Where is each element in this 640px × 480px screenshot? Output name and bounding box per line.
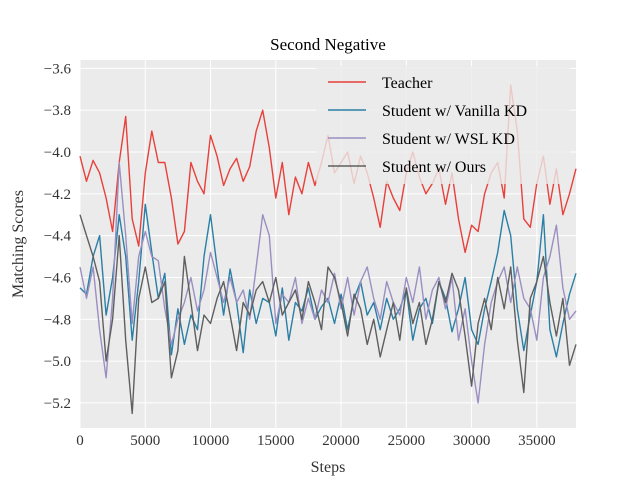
y-axis-title: Matching Scores	[10, 190, 27, 298]
x-tick-label: 0	[76, 433, 84, 449]
legend: Teacher Student w/ Vanilla KD Student w/…	[316, 66, 570, 184]
x-tick-label: 35000	[518, 433, 556, 449]
x-tick-label: 20000	[322, 433, 360, 449]
legend-frame	[316, 66, 570, 184]
legend-label-teacher: Teacher	[382, 75, 433, 92]
x-tick-label: 15000	[257, 433, 295, 449]
chart-title: Second Negative	[270, 35, 386, 54]
y-axis-ticks: −3.6 −3.8 −4.0 −4.2 −4.4 −4.6 −4.8 −5.0 −5.2	[44, 61, 72, 412]
x-axis-title: Steps	[311, 459, 346, 476]
legend-label-ours: Student w/ Ours	[382, 159, 486, 176]
y-tick-label: −4.2	[44, 187, 71, 203]
x-tick-label: 5000	[130, 433, 160, 449]
x-tick-label: 30000	[453, 433, 491, 449]
series-line-vanilla-kd	[79, 203, 577, 358]
y-tick-label: −4.6	[44, 270, 72, 286]
y-tick-label: −5.2	[44, 396, 71, 412]
y-tick-label: −3.8	[44, 103, 71, 119]
legend-label-vanilla-kd: Student w/ Vanilla KD	[382, 103, 527, 120]
x-axis-ticks: 0 5000 10000 15000 20000 25000 30000 35000	[76, 433, 555, 449]
y-tick-label: −4.4	[44, 229, 72, 245]
x-tick-label: 25000	[388, 433, 426, 449]
y-tick-label: −4.0	[44, 145, 71, 161]
series-line-ours	[79, 214, 577, 415]
y-tick-label: −5.0	[44, 354, 71, 370]
x-tick-label: 10000	[192, 433, 230, 449]
legend-label-wsl-kd: Student w/ WSL KD	[382, 131, 515, 148]
y-tick-label: −3.6	[44, 61, 72, 77]
series-line-wsl-kd	[79, 161, 577, 404]
y-tick-label: −4.8	[44, 312, 71, 328]
